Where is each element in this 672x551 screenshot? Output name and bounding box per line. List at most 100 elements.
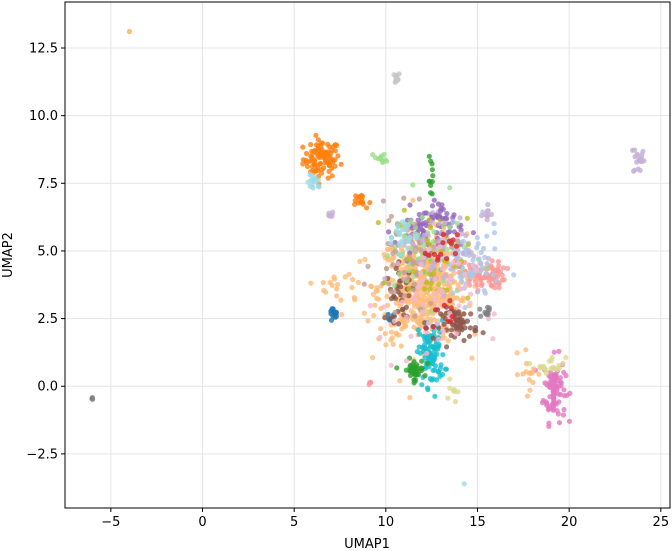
scatter-point (491, 221, 497, 227)
scatter-point (438, 362, 444, 368)
scatter-point (374, 285, 380, 291)
scatter-point (390, 262, 396, 268)
scatter-point (391, 313, 397, 319)
x-tick-label: 25 (653, 515, 670, 530)
scatter-point (398, 343, 404, 349)
scatter-point (386, 229, 392, 235)
scatter-point (436, 336, 442, 343)
scatter-point (403, 358, 409, 364)
scatter-point (389, 289, 395, 295)
scatter-point (453, 331, 459, 337)
scatter-point (414, 234, 420, 240)
scatter-point (313, 132, 319, 138)
scatter-point (388, 337, 394, 343)
scatter-point (408, 333, 414, 339)
scatter-point (395, 261, 401, 267)
scatter-point (419, 309, 425, 315)
scatter-point (445, 229, 451, 236)
scatter-point (425, 360, 431, 367)
scatter-point (543, 370, 550, 376)
scatter-point (329, 212, 335, 218)
scatter-point (473, 267, 480, 273)
scatter-point (407, 250, 413, 256)
scatter-point (448, 266, 454, 272)
scatter-point (427, 376, 433, 382)
scatter-point (431, 328, 437, 334)
scatter-point (358, 199, 364, 205)
scatter-point (417, 350, 423, 356)
scatter-point (382, 315, 388, 321)
scatter-point (325, 175, 331, 181)
scatter-point (470, 230, 476, 236)
scatter-point (408, 308, 414, 314)
scatter-point (332, 314, 338, 320)
scatter-point (459, 231, 465, 237)
scatter-point (372, 302, 378, 308)
scatter-point (461, 238, 467, 244)
scatter-point (526, 377, 532, 383)
scatter-point (457, 215, 463, 221)
scatter-point (126, 28, 132, 35)
scatter-point (385, 311, 391, 317)
scatter-point (304, 163, 310, 169)
scatter-point (556, 362, 562, 369)
scatter-point (452, 388, 458, 395)
scatter-point (478, 249, 484, 256)
scatter-point (357, 258, 363, 264)
scatter-point (478, 313, 484, 319)
scatter-point (388, 329, 394, 335)
scatter-point (412, 248, 418, 254)
scatter-point (416, 331, 423, 337)
scatter-point (547, 394, 553, 400)
scatter-point (415, 369, 421, 375)
scatter-point (440, 288, 446, 294)
scatter-point (415, 217, 421, 223)
scatter-point (416, 196, 422, 202)
scatter-point (397, 240, 403, 246)
scatter-point (346, 271, 352, 277)
scatter-point (496, 285, 502, 291)
scatter-point (556, 420, 563, 426)
scatter-point (548, 358, 555, 364)
scatter-point (308, 142, 314, 148)
scatter-point (390, 278, 396, 284)
scatter-point (444, 211, 450, 217)
scatter-point (436, 213, 442, 219)
scatter-point (432, 355, 438, 361)
scatter-point (300, 144, 306, 150)
scatter-point (334, 286, 340, 292)
scatter-point (481, 288, 487, 294)
scatter-point (450, 215, 456, 221)
scatter-point (388, 213, 394, 219)
scatter-point (334, 281, 341, 288)
scatter-point (550, 407, 556, 413)
scatter-point (378, 153, 384, 159)
scatter-point (428, 182, 434, 188)
scatter-point (480, 330, 486, 336)
scatter-point (396, 229, 402, 236)
x-axis-label: UMAP1 (344, 537, 390, 551)
scatter-point (391, 318, 397, 324)
scatter-point (457, 319, 463, 325)
scatter-point (424, 280, 430, 286)
scatter-point (418, 261, 424, 267)
scatter-point (445, 279, 451, 285)
scatter-point (514, 350, 520, 356)
scatter-point (318, 170, 325, 176)
scatter-point (448, 275, 454, 281)
scatter-point (315, 168, 321, 174)
scatter-point (440, 231, 446, 237)
scatter-point (420, 277, 426, 283)
scatter-point (406, 267, 412, 274)
scatter-point (410, 197, 416, 203)
scatter-point (431, 229, 437, 235)
scatter-point (407, 202, 413, 208)
scatter-point (350, 276, 356, 283)
scatter-point (500, 265, 506, 271)
scatter-point (423, 220, 429, 226)
scatter-point (527, 387, 533, 393)
scatter-point (490, 336, 496, 342)
scatter-point (401, 195, 407, 201)
scatter-point (300, 161, 306, 167)
scatter-point (431, 197, 437, 203)
